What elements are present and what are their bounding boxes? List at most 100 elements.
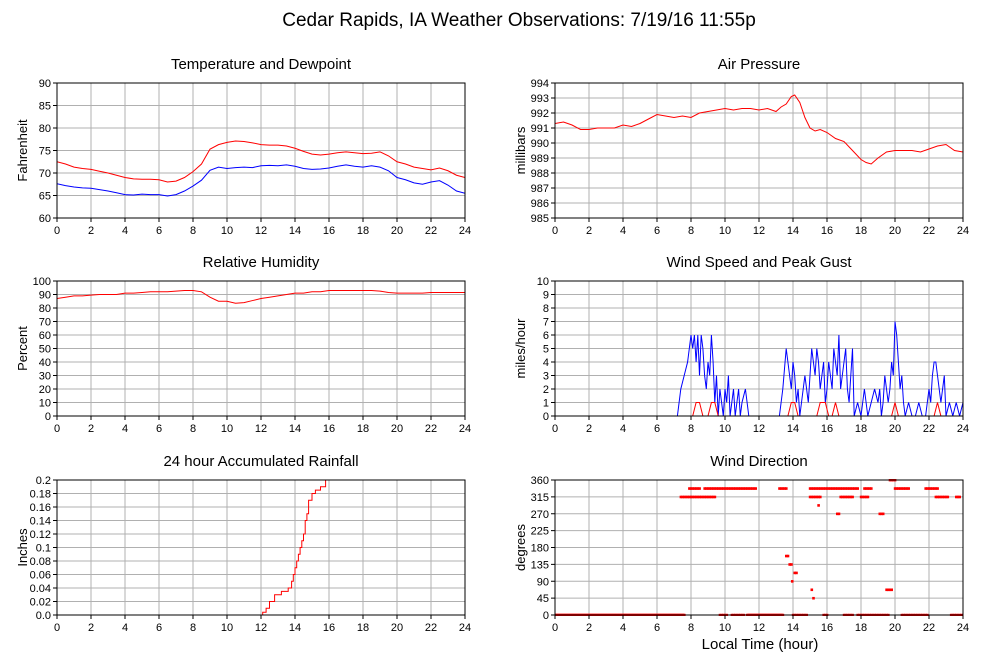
grid bbox=[555, 281, 963, 416]
x-tick-label: 10 bbox=[719, 622, 731, 634]
data-point bbox=[907, 487, 910, 490]
x-tick-label: 14 bbox=[787, 622, 799, 634]
data-point bbox=[846, 495, 849, 499]
x-tick-label: 12 bbox=[753, 622, 765, 634]
data-point bbox=[788, 563, 791, 566]
y-tick-label: 7 bbox=[543, 317, 549, 329]
data-point bbox=[955, 495, 958, 499]
data-point bbox=[897, 487, 900, 490]
x-tick-label: 14 bbox=[289, 225, 301, 237]
x-tick-label: 0 bbox=[552, 225, 558, 237]
x-tick-label: 4 bbox=[620, 622, 626, 634]
data-point bbox=[900, 487, 904, 490]
x-tick-label: 4 bbox=[122, 622, 128, 634]
data-point bbox=[847, 495, 851, 499]
data-point bbox=[754, 487, 757, 490]
data-point bbox=[832, 487, 836, 490]
y-tick-label: 80 bbox=[39, 123, 51, 135]
x-tick-label: 8 bbox=[190, 225, 196, 237]
data-point bbox=[890, 588, 893, 592]
data-point bbox=[839, 487, 842, 490]
x-tick-label: 6 bbox=[156, 423, 162, 435]
data-point bbox=[696, 487, 700, 490]
data-point bbox=[936, 495, 939, 499]
y-tick-label: 985 bbox=[531, 213, 549, 225]
x-tick-label: 16 bbox=[323, 423, 335, 435]
data-point bbox=[747, 487, 751, 490]
data-point bbox=[720, 487, 723, 490]
y-axis-label: Inches bbox=[15, 528, 30, 567]
x-axis-label: Local Time (hour) bbox=[702, 636, 819, 653]
y-tick-label: 992 bbox=[531, 108, 549, 120]
data-point bbox=[727, 487, 730, 490]
data-point bbox=[844, 487, 848, 490]
data-point bbox=[693, 495, 696, 499]
y-tick-label: 994 bbox=[531, 78, 549, 90]
data-point bbox=[842, 495, 846, 499]
x-tick-label: 0 bbox=[552, 622, 558, 634]
x-tick-label: 24 bbox=[459, 622, 471, 634]
data-point bbox=[723, 487, 727, 490]
x-tick-label: 2 bbox=[586, 225, 592, 237]
x-tick-label: 20 bbox=[391, 622, 403, 634]
y-tick-label: 75 bbox=[39, 146, 51, 158]
x-tick-label: 0 bbox=[54, 225, 60, 237]
data-point bbox=[740, 487, 744, 490]
grid bbox=[555, 480, 963, 615]
data-point bbox=[847, 487, 851, 490]
data-point bbox=[812, 495, 815, 499]
x-tick-label: 22 bbox=[425, 423, 437, 435]
data-point bbox=[732, 487, 735, 490]
x-tick-label: 6 bbox=[654, 622, 660, 634]
y-tick-label: 989 bbox=[531, 153, 549, 165]
x-tick-label: 2 bbox=[88, 622, 94, 634]
y-axis-label: millibars bbox=[513, 126, 528, 174]
data-point bbox=[786, 554, 790, 558]
data-point bbox=[713, 487, 717, 490]
data-point bbox=[819, 487, 822, 490]
y-tick-label: 988 bbox=[531, 168, 549, 180]
x-tick-label: 14 bbox=[289, 622, 301, 634]
data-point bbox=[790, 563, 793, 566]
data-point bbox=[927, 487, 931, 490]
data-point bbox=[745, 487, 749, 490]
data-point bbox=[893, 487, 897, 490]
data-point bbox=[783, 487, 786, 490]
y-tick-label: 0.08 bbox=[30, 556, 51, 568]
data-point bbox=[846, 487, 849, 490]
data-point bbox=[718, 487, 722, 490]
data-point bbox=[713, 495, 717, 499]
chart-title: Relative Humidity bbox=[203, 254, 320, 271]
data-point bbox=[751, 487, 754, 490]
y-tick-label: 30 bbox=[39, 371, 51, 383]
y-tick-label: 1 bbox=[543, 398, 549, 410]
y-tick-label: 60 bbox=[39, 213, 51, 225]
data-point bbox=[836, 512, 839, 516]
x-tick-label: 18 bbox=[357, 423, 369, 435]
data-point bbox=[851, 487, 854, 490]
y-tick-label: 20 bbox=[39, 384, 51, 396]
series-line-0 bbox=[57, 140, 465, 183]
x-tick-label: 2 bbox=[88, 225, 94, 237]
data-point bbox=[698, 487, 701, 490]
data-point bbox=[813, 487, 817, 490]
data-point bbox=[694, 495, 698, 499]
data-point bbox=[752, 487, 756, 490]
data-point bbox=[863, 495, 866, 499]
data-point bbox=[861, 495, 865, 499]
chart-title: Wind Direction bbox=[710, 453, 808, 470]
x-tick-label: 18 bbox=[855, 225, 867, 237]
data-point bbox=[870, 487, 873, 490]
data-point bbox=[689, 487, 693, 490]
x-tick-label: 24 bbox=[459, 225, 471, 237]
data-point bbox=[842, 487, 846, 490]
y-tick-label: 90 bbox=[39, 290, 51, 302]
data-point bbox=[688, 487, 691, 490]
data-point bbox=[863, 487, 866, 490]
data-point bbox=[864, 487, 868, 490]
series-line-0 bbox=[57, 479, 329, 616]
